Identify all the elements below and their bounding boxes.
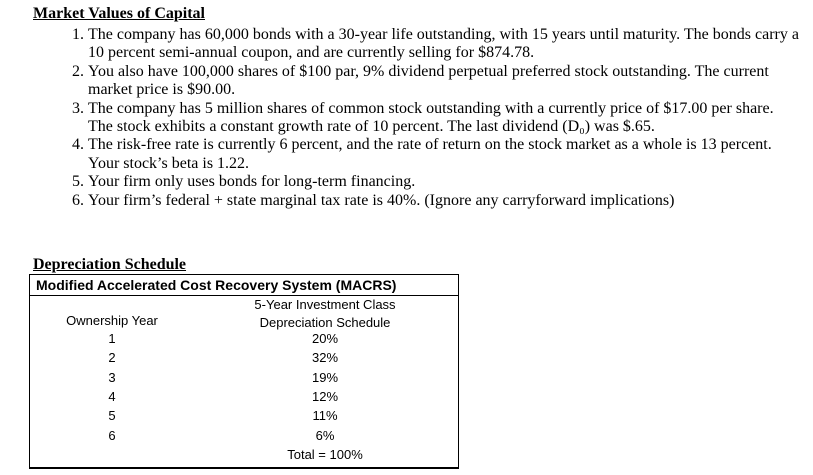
list-item: The risk-free rate is currently 6 percen…: [88, 136, 800, 173]
year-cell: 1: [108, 331, 116, 346]
rate-cell: 12%: [311, 388, 339, 404]
column-header: Ownership Year: [66, 313, 158, 328]
list-item: The company has 60,000 bonds with a 30-y…: [88, 26, 800, 63]
year-cell: 5: [108, 408, 116, 424]
item-list: The company has 60,000 bonds with a 30-y…: [62, 26, 800, 210]
column-header: 5-Year Investment Class: [254, 297, 396, 312]
year-cell: 3: [108, 369, 116, 385]
rate-cell: 20%: [311, 331, 339, 346]
column-header: Depreciation Schedule: [259, 315, 391, 330]
year-cell: 4: [108, 388, 116, 404]
macrs-table: Modified Accelerated Cost Recovery Syste…: [29, 274, 459, 469]
table-caption: Modified Accelerated Cost Recovery Syste…: [30, 275, 458, 296]
section-title: Market Values of Capital: [33, 5, 205, 22]
list-item: Your firm’s federal + state marginal tax…: [88, 192, 800, 210]
rate-cell: 6%: [315, 427, 335, 443]
list-item: Your firm only uses bonds for long-term …: [88, 173, 800, 191]
year-cell: 6: [108, 427, 116, 443]
rate-cell: 32%: [311, 350, 339, 366]
section-title: Depreciation Schedule: [33, 256, 187, 273]
list-item: The company has 5 million shares of comm…: [88, 100, 800, 137]
table-total: Total = 100%: [287, 447, 363, 462]
year-cell: 2: [108, 350, 116, 366]
rate-cell: 11%: [312, 408, 338, 424]
list-item: You also have 100,000 shares of $100 par…: [88, 63, 800, 100]
rate-cell: 19%: [311, 369, 339, 385]
